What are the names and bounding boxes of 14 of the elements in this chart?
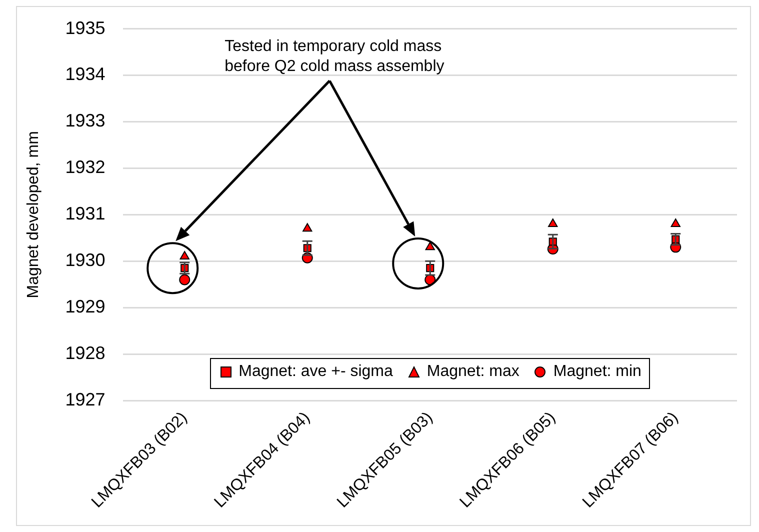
y-tick-label: 1928 xyxy=(65,343,106,364)
legend-label: Magnet: max xyxy=(426,362,520,380)
y-tick-label: 1934 xyxy=(65,64,106,84)
y-tick-label: 1933 xyxy=(65,110,106,131)
y-axis-title: Magnet developed, mm xyxy=(25,131,42,298)
y-tick-label: 1935 xyxy=(65,18,106,38)
legend-label: Magnet: ave +- sigma xyxy=(238,362,393,380)
y-tick-label: 1930 xyxy=(65,250,106,270)
y-tick-label: 1929 xyxy=(65,296,106,317)
legend-label: Magnet: min xyxy=(553,362,642,380)
y-tick-label: 1927 xyxy=(65,389,106,410)
annotation: Tested in temporary cold mass before Q2 cold mass assembly xyxy=(224,36,444,77)
y-tick-label: 1931 xyxy=(65,204,106,224)
y-tick-label: 1932 xyxy=(65,157,106,178)
